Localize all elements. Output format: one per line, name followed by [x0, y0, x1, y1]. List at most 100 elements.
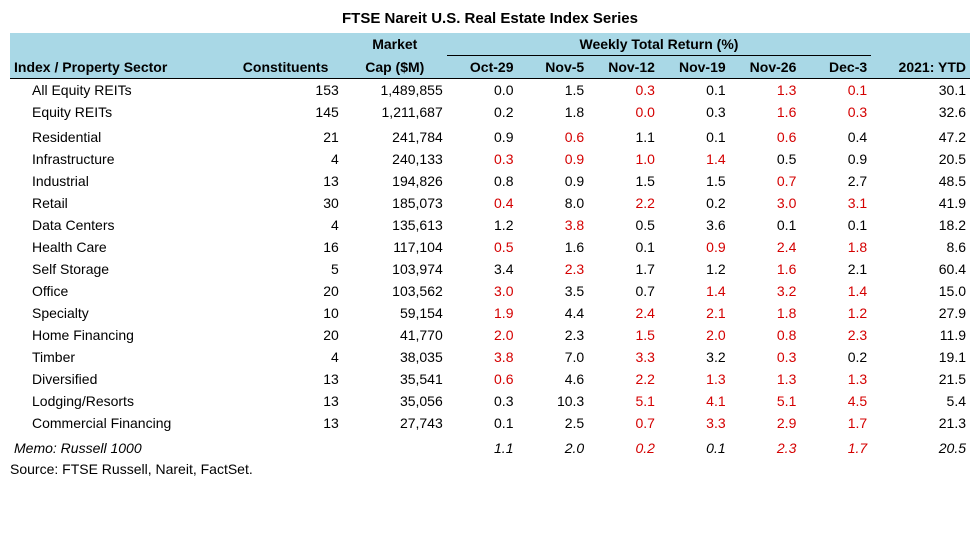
- hdr-constituents: Constituents: [228, 56, 342, 79]
- cell-mcap: 59,154: [343, 302, 447, 324]
- cell-wk-3: 1.5: [659, 170, 730, 192]
- cell-wk-3: 1.4: [659, 280, 730, 302]
- cell-mcap: 35,541: [343, 368, 447, 390]
- cell-wk-3: 0.2: [659, 192, 730, 214]
- cell-wk-3: 0.1: [659, 126, 730, 148]
- table-row: Infrastructure4240,1330.30.91.01.40.50.9…: [10, 148, 970, 170]
- cell-wk-1: 2.0: [517, 437, 588, 459]
- cell-wk-0: 1.1: [447, 437, 518, 459]
- cell-sector: Specialty: [10, 302, 228, 324]
- cell-mcap: 194,826: [343, 170, 447, 192]
- cell-wk-2: 1.5: [588, 170, 659, 192]
- hdr-wk-5: Dec-3: [800, 56, 871, 79]
- hdr-wk-0: Oct-29: [447, 56, 518, 79]
- cell-mcap: 38,035: [343, 346, 447, 368]
- cell-wk-4: 1.6: [730, 258, 801, 280]
- cell-wk-0: 3.0: [447, 280, 518, 302]
- table-row: Memo: Russell 10001.12.00.20.12.31.720.5: [10, 437, 970, 459]
- cell-sector: Self Storage: [10, 258, 228, 280]
- cell-sector: Equity REITs: [10, 101, 228, 123]
- cell-ytd: 8.6: [871, 236, 970, 258]
- cell-wk-3: 0.3: [659, 101, 730, 123]
- table-body: All Equity REITs1531,489,8550.01.50.30.1…: [10, 79, 970, 460]
- cell-wk-2: 1.0: [588, 148, 659, 170]
- cell-wk-4: 1.8: [730, 302, 801, 324]
- cell-constituents: 4: [228, 148, 342, 170]
- cell-ytd: 15.0: [871, 280, 970, 302]
- cell-mcap: 103,562: [343, 280, 447, 302]
- cell-wk-0: 0.3: [447, 390, 518, 412]
- cell-sector: Lodging/Resorts: [10, 390, 228, 412]
- cell-constituents: 10: [228, 302, 342, 324]
- cell-wk-1: 4.4: [517, 302, 588, 324]
- table-row: Diversified1335,5410.64.62.21.31.31.321.…: [10, 368, 970, 390]
- cell-wk-2: 3.3: [588, 346, 659, 368]
- cell-wk-4: 0.7: [730, 170, 801, 192]
- table-title: FTSE Nareit U.S. Real Estate Index Serie…: [10, 10, 970, 27]
- cell-ytd: 5.4: [871, 390, 970, 412]
- cell-ytd: 21.5: [871, 368, 970, 390]
- cell-wk-0: 0.9: [447, 126, 518, 148]
- cell-sector: Infrastructure: [10, 148, 228, 170]
- cell-sector: Office: [10, 280, 228, 302]
- cell-ytd: 19.1: [871, 346, 970, 368]
- cell-wk-5: 3.1: [800, 192, 871, 214]
- cell-sector: All Equity REITs: [10, 79, 228, 102]
- cell-wk-3: 3.3: [659, 412, 730, 434]
- cell-wk-0: 3.8: [447, 346, 518, 368]
- reit-table: Market Weekly Total Return (%) Index / P…: [10, 33, 970, 459]
- cell-mcap: 135,613: [343, 214, 447, 236]
- cell-sector: Residential: [10, 126, 228, 148]
- table-row: Equity REITs1451,211,6870.21.80.00.31.60…: [10, 101, 970, 123]
- cell-constituents: 21: [228, 126, 342, 148]
- table-row: Lodging/Resorts1335,0560.310.35.14.15.14…: [10, 390, 970, 412]
- cell-wk-0: 0.2: [447, 101, 518, 123]
- cell-wk-4: 2.9: [730, 412, 801, 434]
- cell-wk-1: 10.3: [517, 390, 588, 412]
- cell-wk-5: 1.7: [800, 437, 871, 459]
- hdr-mcap-bot: Cap ($M): [343, 56, 447, 79]
- cell-wk-1: 0.9: [517, 170, 588, 192]
- cell-wk-5: 0.2: [800, 346, 871, 368]
- cell-sector: Timber: [10, 346, 228, 368]
- cell-wk-5: 1.4: [800, 280, 871, 302]
- cell-wk-1: 4.6: [517, 368, 588, 390]
- table-row: Health Care16117,1040.51.60.10.92.41.88.…: [10, 236, 970, 258]
- hdr-mcap-top: Market: [343, 33, 447, 56]
- cell-constituents: 13: [228, 368, 342, 390]
- cell-sector: Health Care: [10, 236, 228, 258]
- hdr-wk-4: Nov-26: [730, 56, 801, 79]
- cell-mcap: 185,073: [343, 192, 447, 214]
- cell-wk-3: 2.1: [659, 302, 730, 324]
- cell-wk-0: 0.3: [447, 148, 518, 170]
- cell-ytd: 11.9: [871, 324, 970, 346]
- cell-mcap: 41,770: [343, 324, 447, 346]
- cell-wk-4: 0.1: [730, 214, 801, 236]
- cell-constituents: 13: [228, 170, 342, 192]
- cell-mcap: 1,211,687: [343, 101, 447, 123]
- table-row: Commercial Financing1327,7430.12.50.73.3…: [10, 412, 970, 434]
- cell-wk-1: 1.5: [517, 79, 588, 102]
- hdr-wk-3: Nov-19: [659, 56, 730, 79]
- cell-sector: Memo: Russell 1000: [10, 437, 228, 459]
- cell-wk-1: 0.9: [517, 148, 588, 170]
- cell-wk-4: 0.8: [730, 324, 801, 346]
- hdr-weekly-span: Weekly Total Return (%): [447, 33, 871, 56]
- hdr-sector: Index / Property Sector: [10, 56, 228, 79]
- cell-wk-5: 1.7: [800, 412, 871, 434]
- cell-wk-5: 4.5: [800, 390, 871, 412]
- cell-wk-0: 1.9: [447, 302, 518, 324]
- table-row: All Equity REITs1531,489,8550.01.50.30.1…: [10, 79, 970, 102]
- cell-wk-5: 0.1: [800, 214, 871, 236]
- hdr-ytd: 2021: YTD: [871, 56, 970, 79]
- table-row: Retail30185,0730.48.02.20.23.03.141.9: [10, 192, 970, 214]
- cell-wk-1: 2.3: [517, 324, 588, 346]
- table-row: Office20103,5623.03.50.71.43.21.415.0: [10, 280, 970, 302]
- cell-ytd: 41.9: [871, 192, 970, 214]
- cell-wk-3: 2.0: [659, 324, 730, 346]
- cell-wk-2: 2.2: [588, 368, 659, 390]
- cell-wk-0: 1.2: [447, 214, 518, 236]
- cell-wk-0: 0.6: [447, 368, 518, 390]
- cell-constituents: 5: [228, 258, 342, 280]
- cell-constituents: 153: [228, 79, 342, 102]
